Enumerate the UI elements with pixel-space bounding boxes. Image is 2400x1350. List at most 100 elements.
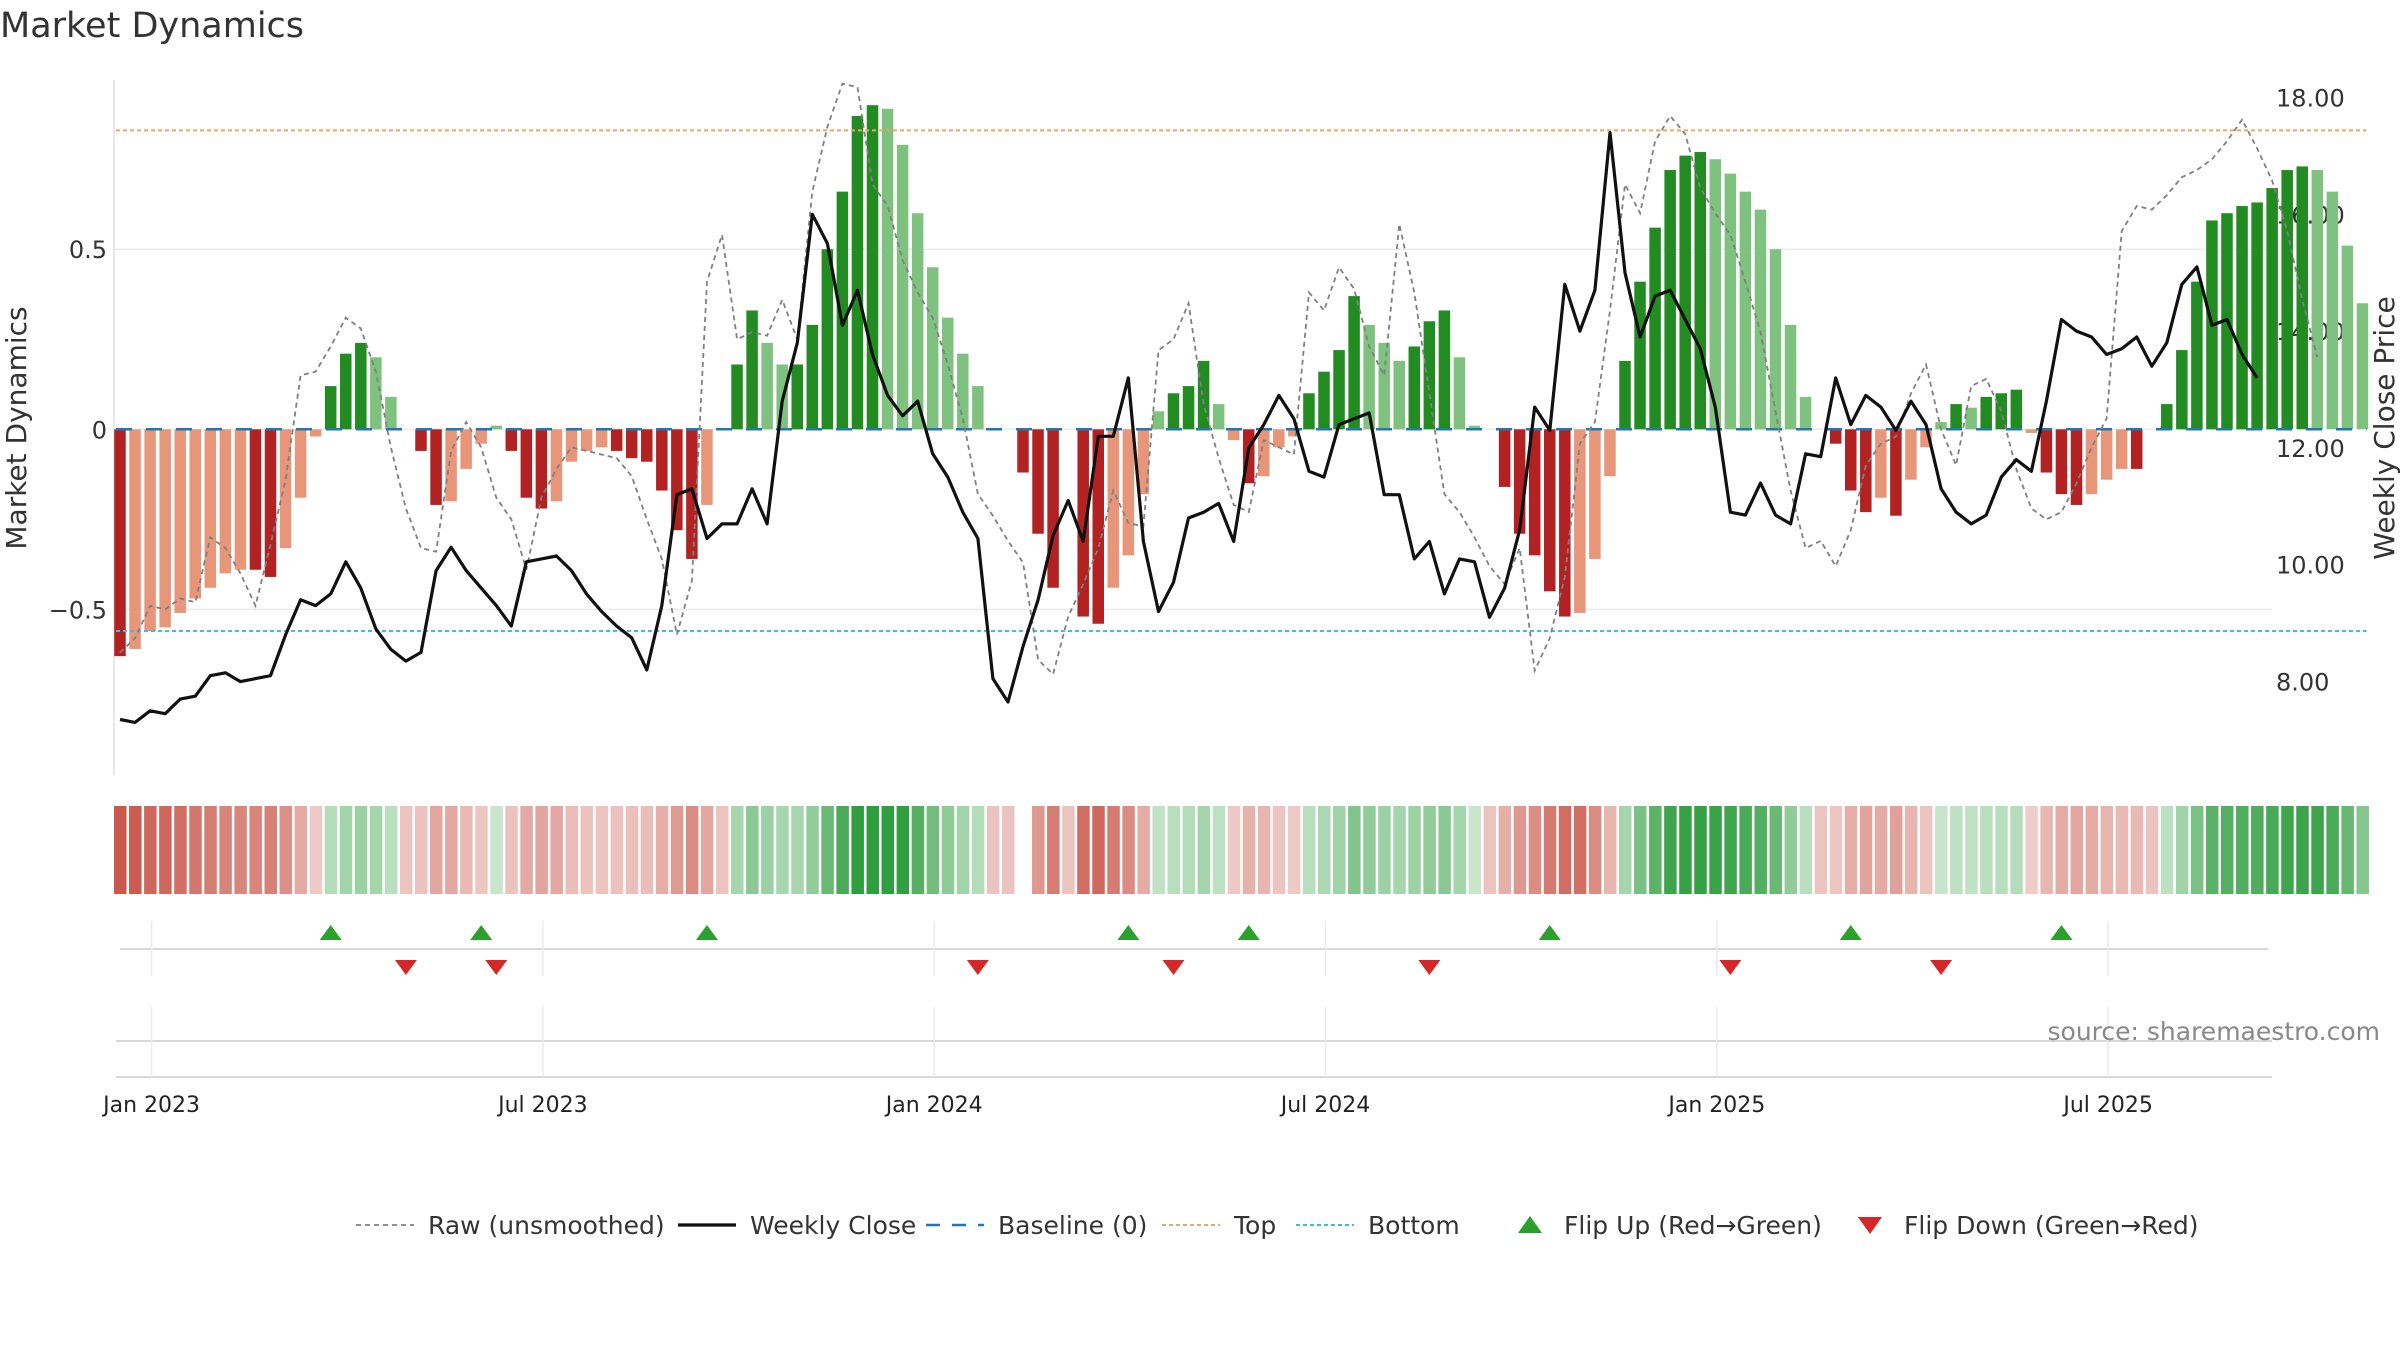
strip-cell xyxy=(1709,806,1722,894)
strip-cell xyxy=(189,806,202,894)
strip-cell xyxy=(1904,806,1918,894)
strip-cell xyxy=(1077,806,1090,894)
strip-cell xyxy=(219,806,232,894)
bar xyxy=(1303,393,1315,430)
legend-label: Baseline (0) xyxy=(998,1211,1147,1240)
strip-cell xyxy=(1995,806,2008,894)
strip-cell xyxy=(2010,806,2023,894)
strip-cell xyxy=(1920,806,1933,894)
strip-cell xyxy=(384,806,398,894)
strip-cell xyxy=(2326,806,2339,894)
strip-cell xyxy=(1543,806,1557,894)
bar xyxy=(1378,342,1390,430)
strip-cell xyxy=(1483,806,1497,894)
strip-cell xyxy=(264,806,277,894)
strip-cell xyxy=(1965,806,1978,894)
strip-cell xyxy=(1212,806,1226,894)
flip-up-marker xyxy=(695,925,718,940)
strip-cell xyxy=(550,806,563,894)
bar xyxy=(1438,310,1451,430)
flip-markers xyxy=(319,925,2073,975)
bar xyxy=(896,144,909,430)
strip-cell xyxy=(1062,806,1075,894)
strip-cell xyxy=(1453,806,1466,894)
strip-cell xyxy=(1769,806,1782,894)
bar xyxy=(1092,429,1104,624)
strip-cell xyxy=(2190,806,2204,894)
strip-cell xyxy=(565,806,578,894)
bar xyxy=(1694,152,1706,430)
strip-cell xyxy=(2311,806,2324,894)
bar xyxy=(2191,281,2203,430)
strip-cell xyxy=(2070,806,2083,894)
strip-cell xyxy=(896,806,910,894)
strip-cell xyxy=(460,806,473,894)
strip-cell xyxy=(2025,806,2038,894)
bar xyxy=(957,353,969,430)
bar xyxy=(445,429,457,502)
y2-tick-label: 8.00 xyxy=(2276,669,2329,697)
flip-up-marker xyxy=(1839,925,1862,940)
legend-label: Weekly Close xyxy=(750,1211,916,1240)
strip-cell xyxy=(851,806,864,894)
strip-cell xyxy=(114,806,127,894)
bar xyxy=(746,310,758,430)
legend-label: Flip Down (Green→Red) xyxy=(1904,1211,2199,1240)
y-tick-label: −0.5 xyxy=(49,596,107,624)
strip-cell xyxy=(1378,806,1391,894)
strip-cell xyxy=(1333,806,1346,894)
bar xyxy=(1589,429,1601,559)
bar xyxy=(279,429,292,549)
strip-cell xyxy=(1634,806,1647,894)
bar xyxy=(355,342,367,430)
bar xyxy=(1182,386,1195,430)
strip-cell xyxy=(1619,806,1632,894)
strip-cell xyxy=(1573,806,1587,894)
x-tick-label: Jul 2023 xyxy=(496,1093,588,1118)
bar xyxy=(2025,429,2038,433)
flip-up-marker xyxy=(470,925,493,940)
legend-label: Bottom xyxy=(1368,1211,1460,1240)
strip-cell xyxy=(670,806,684,894)
bar xyxy=(1980,396,1992,430)
x-tick-label: Jul 2025 xyxy=(2061,1093,2153,1118)
flip-up-marker xyxy=(1237,925,1260,940)
strip-cell xyxy=(2251,806,2264,894)
strip-cell xyxy=(1754,806,1767,894)
strip-cell xyxy=(911,806,925,894)
strip-cell xyxy=(2221,806,2234,894)
bar xyxy=(1152,411,1165,430)
y2-tick-label: 12.00 xyxy=(2276,435,2345,463)
strip-cell xyxy=(1348,806,1361,894)
bar xyxy=(1273,429,1285,448)
strip-cell xyxy=(610,806,624,894)
strip-cell xyxy=(625,806,639,894)
bar xyxy=(1017,429,1029,473)
strip-cell xyxy=(1152,806,1165,894)
strip-cell xyxy=(1001,806,1015,894)
strip-cell xyxy=(1408,806,1421,894)
strip-cell xyxy=(415,806,428,894)
bar xyxy=(1212,404,1225,430)
strip-cell xyxy=(1980,806,1993,894)
bar xyxy=(1288,429,1300,437)
bar xyxy=(505,429,518,451)
strip-cell xyxy=(490,806,503,894)
strip-cell xyxy=(2356,806,2369,894)
strip-cell xyxy=(956,806,970,894)
bar xyxy=(1649,227,1661,430)
strip-cell xyxy=(2281,806,2294,894)
strip-cell xyxy=(2055,806,2068,894)
strip-cell xyxy=(279,806,293,894)
bar xyxy=(430,429,442,505)
bar xyxy=(294,429,307,498)
strip-cell xyxy=(234,806,247,894)
bar xyxy=(1679,155,1691,430)
y2-tick-label: 18.00 xyxy=(2276,85,2345,113)
bar xyxy=(2251,202,2263,430)
flip-up-marker xyxy=(1538,925,1561,940)
bar xyxy=(671,429,683,531)
bar xyxy=(1634,281,1646,430)
strip-cell xyxy=(580,806,594,894)
bar xyxy=(1875,429,1887,498)
